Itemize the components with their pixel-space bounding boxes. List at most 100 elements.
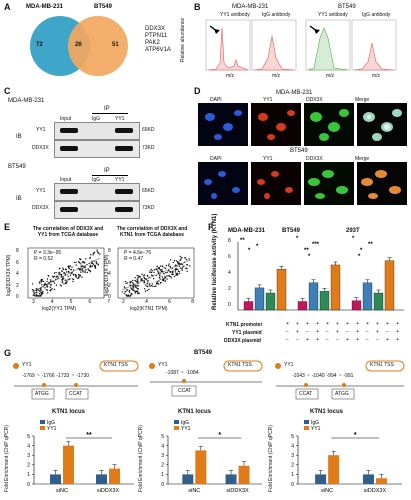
x-tick-label: siNC xyxy=(321,488,333,494)
site: ~ xyxy=(71,373,75,379)
bar xyxy=(265,292,276,311)
scatter-dot xyxy=(38,282,41,284)
scatter-dot xyxy=(92,254,94,256)
scatter-dot xyxy=(166,278,168,280)
ytick: 8 xyxy=(228,238,231,244)
xtick: 6 xyxy=(168,299,171,305)
scatter-dot xyxy=(171,271,173,273)
scatter-dot xyxy=(156,265,158,267)
scatter-dot xyxy=(177,274,179,276)
panel-d-cell-1: MDA-MB-231 xyxy=(276,90,313,96)
scatter-dot xyxy=(31,283,34,285)
scatter-dot xyxy=(147,279,149,282)
scatter-dot xyxy=(99,253,101,255)
panel-e-xticks-2: 2 4 6 8 xyxy=(122,299,194,305)
scatter-dot xyxy=(46,292,49,294)
legend-label-yy1: YY1 xyxy=(311,426,321,432)
sign-cell: + xyxy=(346,337,349,343)
sig-label: *** xyxy=(312,242,320,248)
scatter-dot xyxy=(72,273,75,276)
scatter-dot xyxy=(123,286,126,288)
scatter-dot xyxy=(72,280,74,283)
scatter-dot xyxy=(181,268,183,270)
panel-d-col-dapi-1: DAPI xyxy=(210,97,222,103)
bar xyxy=(109,468,120,484)
panel-g-sites-2: -1087 ~ -1084 xyxy=(166,370,199,376)
ytick: 8 xyxy=(108,248,111,254)
scatter-dot xyxy=(33,293,36,295)
scatter-dot xyxy=(39,288,42,290)
y-tick-label: 4 xyxy=(291,443,294,449)
scatter-dot xyxy=(66,271,68,273)
legend-label-igg: IgG xyxy=(181,420,189,426)
panel-f-group-2: BT549 xyxy=(282,228,301,234)
panel-b-cell-right: BT549 xyxy=(338,4,356,10)
sig-label: * xyxy=(360,248,363,254)
scatter-dot xyxy=(167,275,169,277)
sign-cell: + xyxy=(386,337,389,343)
x-tick-label: siDDX3X xyxy=(364,488,387,494)
scatter-dot xyxy=(123,292,125,295)
panel-label-b: B xyxy=(194,2,201,12)
scatter-dot xyxy=(50,289,52,291)
scatter-dot xyxy=(158,280,160,282)
band xyxy=(115,128,133,133)
legend-swatch-yy1 xyxy=(174,426,179,430)
venn-left-count: 72 xyxy=(36,42,43,48)
scatter-dot xyxy=(61,281,63,284)
panel-c-row-ddx3x-1: DDX3X xyxy=(32,145,49,151)
y-tick-label: 2 xyxy=(291,463,294,469)
scatter-dot xyxy=(146,289,148,292)
sign-cell: + xyxy=(396,329,399,335)
panel-g-box-3a: CCAT xyxy=(299,391,313,397)
panel-g-locus-3: KTN1 locus xyxy=(310,409,344,415)
scatter-dot xyxy=(176,272,179,274)
ytick: 2 xyxy=(228,286,231,292)
scatter-dot xyxy=(50,283,52,286)
band xyxy=(60,207,78,212)
scatter-dot xyxy=(82,260,84,263)
scatter-dot xyxy=(163,267,165,269)
panel-c-kd-3: 65KD xyxy=(142,188,155,194)
ytick: 6 xyxy=(108,259,111,266)
panel-g-box-3b: ATGG xyxy=(335,391,349,397)
scatter-dot xyxy=(73,261,76,264)
panel-e-stat-r2: R = 0.47 xyxy=(124,256,144,262)
panel-d-col-dapi-2: DAPI xyxy=(210,156,222,162)
scatter-dot xyxy=(143,288,146,290)
y-tick-label: 2 xyxy=(161,463,164,469)
scatter-dot xyxy=(96,249,98,251)
scatter-dot xyxy=(158,274,161,276)
panel-b-xaxis-4: m/z xyxy=(372,73,381,79)
blot-ddx3x-mda xyxy=(54,140,140,158)
panel-g-legend-yy1-2: YY1 xyxy=(158,362,168,368)
scatter-dot xyxy=(150,271,153,274)
sign-cell: − xyxy=(286,329,289,335)
scatter-dot xyxy=(151,283,153,285)
scatter-dot xyxy=(141,278,143,280)
ytick: 0 xyxy=(108,294,111,300)
scatter-dot xyxy=(33,292,35,294)
scatter-dot xyxy=(91,262,93,265)
scatter-dot xyxy=(48,275,50,277)
scatter-dot xyxy=(95,262,97,264)
panel-g-box-2a: CCAT xyxy=(178,388,192,394)
panel-f-row-2: YY1 plasmid xyxy=(232,330,262,336)
panel-e-yticks-1: 0 2 4 6 8 xyxy=(16,248,19,300)
site: -1043 xyxy=(292,373,305,379)
gene-item: PAK2 xyxy=(145,40,160,46)
site: -1040 xyxy=(311,373,325,379)
panel-c-kd-4: 73KD xyxy=(142,205,155,211)
scatter-dot xyxy=(137,276,139,279)
bar xyxy=(308,282,319,311)
scatter-dot xyxy=(40,281,42,283)
scatter-dot xyxy=(136,281,138,283)
panel-f-chart: **************** xyxy=(237,236,404,311)
sign-cell: + xyxy=(286,321,289,327)
scatter-dot xyxy=(63,277,65,280)
panel-b-spectra xyxy=(205,19,397,71)
panel-e-ylabel-1: log2(DDX3X TPM) xyxy=(6,254,12,296)
panel-e-title-1: The correlation of DDX3X and YY1 from TC… xyxy=(32,226,104,238)
scatter-dot xyxy=(41,280,43,282)
scatter-dot xyxy=(85,268,87,271)
